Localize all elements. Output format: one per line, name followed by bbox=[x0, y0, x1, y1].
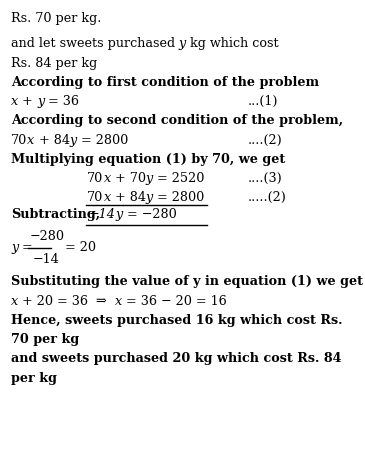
Text: and let sweets purchased: and let sweets purchased bbox=[11, 38, 179, 50]
Text: Rs. 70 per kg.: Rs. 70 per kg. bbox=[11, 12, 101, 25]
Text: y: y bbox=[37, 95, 45, 108]
Text: ....(2): ....(2) bbox=[248, 134, 283, 147]
Text: =: = bbox=[19, 241, 37, 255]
Text: y: y bbox=[146, 191, 153, 204]
Text: x: x bbox=[115, 295, 122, 308]
Text: Rs. 84 per kg: Rs. 84 per kg bbox=[11, 57, 97, 70]
Text: According to second condition of the problem,: According to second condition of the pro… bbox=[11, 115, 343, 127]
Text: x: x bbox=[11, 295, 19, 308]
Text: y: y bbox=[115, 208, 123, 222]
Text: y: y bbox=[69, 134, 77, 147]
Text: +: + bbox=[19, 95, 37, 108]
Text: x: x bbox=[11, 95, 19, 108]
Text: + 20 = 36  ⇒: + 20 = 36 ⇒ bbox=[19, 295, 115, 308]
Text: Multiplying equation (1) by 70, we get: Multiplying equation (1) by 70, we get bbox=[11, 153, 285, 166]
Text: + 84: + 84 bbox=[111, 191, 146, 204]
Text: x: x bbox=[27, 134, 35, 147]
Text: ....(3): ....(3) bbox=[248, 172, 283, 185]
Text: kg which cost: kg which cost bbox=[186, 38, 278, 50]
Text: Substituting the value of y in equation (1) we get: Substituting the value of y in equation … bbox=[11, 275, 363, 289]
Text: y: y bbox=[11, 241, 19, 255]
Text: .....(2): .....(2) bbox=[248, 191, 287, 204]
Text: Hence, sweets purchased 16 kg which cost Rs.: Hence, sweets purchased 16 kg which cost… bbox=[11, 314, 343, 327]
Text: = −280: = −280 bbox=[123, 208, 177, 222]
Text: −280: −280 bbox=[30, 230, 65, 243]
Text: y: y bbox=[146, 172, 153, 185]
Text: 70: 70 bbox=[87, 191, 104, 204]
Text: 70: 70 bbox=[11, 134, 27, 147]
Text: = 2800: = 2800 bbox=[153, 191, 204, 204]
Text: = 2520: = 2520 bbox=[153, 172, 204, 185]
Text: = 36: = 36 bbox=[45, 95, 79, 108]
Text: = 20: = 20 bbox=[61, 241, 96, 255]
Text: x: x bbox=[104, 191, 111, 204]
Text: = 2800: = 2800 bbox=[77, 134, 128, 147]
Text: −14: −14 bbox=[33, 253, 60, 265]
Text: x: x bbox=[104, 172, 111, 185]
Text: and sweets purchased 20 kg which cost Rs. 84: and sweets purchased 20 kg which cost Rs… bbox=[11, 352, 342, 366]
Text: = 36 − 20 = 16: = 36 − 20 = 16 bbox=[122, 295, 227, 308]
Text: + 70: + 70 bbox=[111, 172, 146, 185]
Text: + 84: + 84 bbox=[35, 134, 70, 147]
Text: Subtracting,: Subtracting, bbox=[11, 208, 100, 222]
Text: y: y bbox=[179, 38, 186, 50]
Text: 70 per kg: 70 per kg bbox=[11, 333, 80, 346]
Text: −14: −14 bbox=[89, 208, 116, 222]
Text: According to first condition of the problem: According to first condition of the prob… bbox=[11, 76, 319, 89]
Text: ...(1): ...(1) bbox=[248, 95, 278, 108]
Text: 70: 70 bbox=[87, 172, 104, 185]
Text: per kg: per kg bbox=[11, 371, 57, 385]
